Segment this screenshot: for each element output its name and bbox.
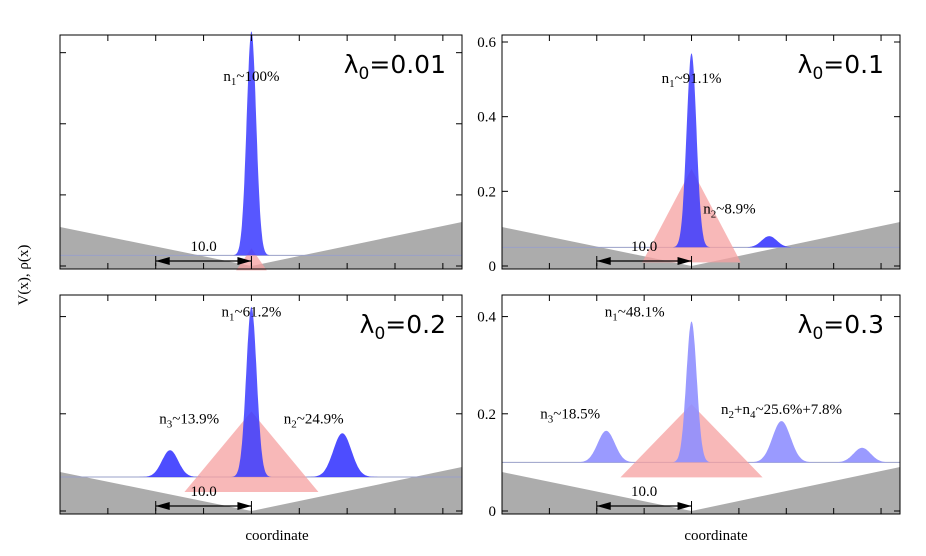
arrow-head-left bbox=[596, 502, 611, 510]
peak-2 bbox=[137, 450, 203, 477]
arrow-head-right bbox=[677, 502, 692, 510]
y-tick-label: 0 bbox=[489, 504, 497, 520]
peak-2 bbox=[738, 236, 800, 248]
distance-label: 10.0 bbox=[631, 239, 657, 255]
occupation-label: n1~100% bbox=[223, 69, 279, 88]
peak-4 bbox=[828, 447, 897, 463]
peak-1 bbox=[230, 306, 273, 477]
x-axis-title-right: coordinate bbox=[684, 528, 748, 544]
arrow-head-right bbox=[237, 502, 252, 510]
arrow-head-right bbox=[677, 257, 692, 265]
y-tick-label: 0.2 bbox=[477, 407, 496, 423]
arrow-head-left bbox=[155, 502, 170, 510]
distance-label: 10.0 bbox=[631, 484, 657, 500]
lambda-label: λ0=0.3 bbox=[798, 310, 884, 344]
panel-frame bbox=[59, 294, 463, 515]
y-tick-label: 0.2 bbox=[477, 184, 496, 200]
peak-1 bbox=[670, 321, 713, 463]
potential-area bbox=[60, 467, 462, 514]
arrow-head-left bbox=[155, 257, 170, 265]
panel-2: 0 0.2 0.4 0.6 10.0 λ0=0.1 n1~91.1% n2~8.9% bbox=[477, 34, 901, 275]
occupation-label: n3~13.9% bbox=[159, 412, 219, 431]
y-tick-label: 0.6 bbox=[477, 35, 496, 51]
occupation-label: n2~24.9% bbox=[284, 412, 344, 431]
potential-area bbox=[502, 467, 900, 514]
lambda-label: λ0=0.2 bbox=[360, 310, 446, 344]
peak-1 bbox=[671, 53, 712, 248]
occupation-label: n3~18.5% bbox=[540, 407, 600, 426]
occupation-label: n1~61.2% bbox=[221, 305, 281, 324]
arrow-head-left bbox=[596, 257, 611, 265]
distance-label: 10.0 bbox=[190, 239, 216, 255]
peak-2 bbox=[572, 430, 641, 463]
y-tick-label: 0.4 bbox=[477, 310, 496, 326]
panel-frame bbox=[59, 34, 463, 270]
panel-4: 0 0.2 0.4 10.0 λ0=0.3 n1~48.1% n3~18.5% n2+n4~2… bbox=[477, 294, 901, 520]
distance-label: 10.0 bbox=[190, 484, 216, 500]
peak-3 bbox=[306, 433, 379, 477]
occupation-label: n2+n4~25.6%+7.8% bbox=[721, 402, 842, 421]
arrow-head-right bbox=[237, 257, 252, 265]
panel-frame bbox=[501, 34, 901, 270]
panel-frame bbox=[501, 294, 901, 515]
potential-area bbox=[60, 222, 462, 269]
peak-1 bbox=[232, 31, 271, 256]
potential-area bbox=[502, 222, 900, 269]
occupation-label: n2~8.9% bbox=[703, 202, 755, 221]
lambda-label: λ0=0.1 bbox=[798, 50, 884, 84]
y-tick-label: 0 bbox=[489, 259, 497, 275]
panel-1: 10.0 λ0=0.01 n1~100% bbox=[59, 31, 463, 271]
y-tick-label: 0.4 bbox=[477, 110, 496, 126]
occupation-label: n1~48.1% bbox=[605, 305, 665, 324]
panel-3: 10.0 λ0=0.2 n1~61.2% n3~13.9% n2~24.9% bbox=[59, 294, 463, 515]
peak-3 bbox=[745, 421, 818, 463]
lambda-label: λ0=0.01 bbox=[344, 50, 446, 84]
x-axis-title-left: coordinate bbox=[245, 528, 309, 544]
occupation-label: n1~91.1% bbox=[662, 71, 722, 90]
y-axis-title: V(x), ρ(x) bbox=[16, 245, 32, 306]
